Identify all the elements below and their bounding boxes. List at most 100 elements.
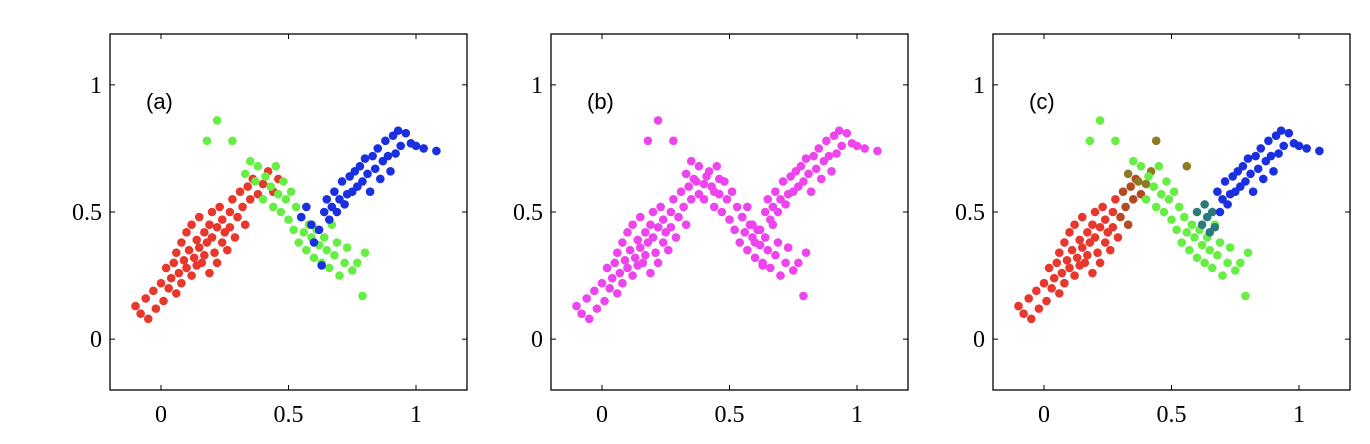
- data-point: [600, 296, 609, 306]
- data-point: [347, 266, 357, 275]
- data-point: [1014, 301, 1023, 311]
- data-point: [1049, 273, 1059, 283]
- data-point: [1095, 258, 1105, 268]
- x-tick-label: 0: [155, 402, 167, 428]
- data-point: [1111, 136, 1120, 146]
- data-point: [131, 301, 140, 311]
- data-point: [692, 177, 701, 186]
- data-point: [773, 238, 783, 247]
- data-point: [189, 253, 199, 263]
- data-point: [309, 238, 319, 247]
- data-point: [669, 194, 678, 204]
- data-point: [628, 220, 637, 230]
- data-point: [355, 161, 365, 171]
- data-point: [646, 268, 655, 278]
- data-point: [873, 146, 882, 156]
- x-tick-label: 0.5: [1157, 402, 1187, 428]
- data-point: [319, 207, 329, 217]
- data-point: [353, 258, 362, 268]
- data-point: [245, 156, 255, 166]
- y-tick-label: 0.5: [513, 200, 543, 226]
- data-point: [291, 202, 301, 212]
- data-point: [633, 235, 642, 245]
- data-point: [809, 151, 818, 161]
- x-tick-label: 0: [1038, 402, 1050, 428]
- data-point: [584, 314, 594, 324]
- data-point: [1134, 177, 1143, 186]
- data-point: [582, 294, 591, 303]
- data-point: [597, 278, 607, 288]
- data-point: [1167, 215, 1176, 224]
- data-point: [1070, 271, 1079, 280]
- data-point: [669, 136, 678, 146]
- data-point: [197, 258, 207, 268]
- data-point: [1172, 225, 1181, 235]
- data-point: [296, 212, 306, 222]
- data-point: [330, 187, 339, 196]
- data-point: [1215, 238, 1225, 247]
- data-point: [1197, 240, 1207, 250]
- data-point: [572, 301, 581, 311]
- data-point: [832, 149, 841, 158]
- data-point: [228, 136, 237, 146]
- data-point: [223, 245, 232, 255]
- x-tick-label: 0.5: [274, 402, 304, 428]
- data-point: [217, 215, 227, 224]
- data-point: [712, 161, 722, 171]
- data-point: [274, 189, 283, 199]
- data-point: [307, 220, 316, 230]
- data-point: [648, 233, 658, 242]
- data-point: [182, 263, 191, 273]
- data-point: [671, 233, 681, 242]
- data-point: [1083, 250, 1092, 260]
- data-point: [679, 202, 688, 212]
- data-point: [1111, 194, 1120, 204]
- data-point: [161, 263, 171, 273]
- data-point: [681, 220, 691, 230]
- data-point: [799, 177, 808, 186]
- data-point: [1055, 248, 1064, 257]
- data-point: [172, 289, 181, 298]
- data-point: [1083, 228, 1092, 237]
- data-point: [1141, 179, 1151, 189]
- data-point: [1279, 141, 1288, 151]
- data-point: [674, 212, 683, 222]
- data-point: [577, 309, 586, 319]
- data-point: [174, 268, 184, 278]
- data-point: [212, 116, 222, 125]
- data-point: [804, 169, 813, 179]
- data-point: [1136, 161, 1146, 171]
- data-point: [1159, 207, 1169, 217]
- data-point: [212, 258, 222, 268]
- data-point: [1315, 146, 1324, 156]
- data-point: [302, 202, 311, 212]
- data-point: [1047, 283, 1056, 293]
- data-point: [590, 286, 599, 296]
- data-point: [827, 167, 836, 176]
- data-point: [1246, 169, 1255, 179]
- data-point: [253, 161, 263, 171]
- data-point: [638, 258, 648, 268]
- data-point: [179, 256, 189, 265]
- data-point: [309, 253, 319, 263]
- data-point: [1052, 258, 1062, 268]
- data-point: [1213, 250, 1222, 260]
- data-point: [1174, 202, 1184, 212]
- data-point: [1179, 212, 1189, 222]
- data-point: [613, 248, 622, 257]
- data-point: [419, 144, 428, 153]
- x-tick-label: 0: [596, 402, 608, 428]
- data-point: [325, 263, 334, 273]
- data-point: [750, 238, 760, 247]
- data-point: [386, 167, 395, 176]
- data-point: [1128, 194, 1138, 204]
- data-point: [1108, 222, 1118, 232]
- data-point: [1032, 286, 1041, 296]
- data-point: [365, 187, 375, 196]
- data-point: [694, 161, 704, 171]
- data-point: [1072, 253, 1082, 263]
- data-point: [686, 156, 696, 166]
- data-point: [651, 248, 660, 257]
- data-point: [243, 182, 252, 191]
